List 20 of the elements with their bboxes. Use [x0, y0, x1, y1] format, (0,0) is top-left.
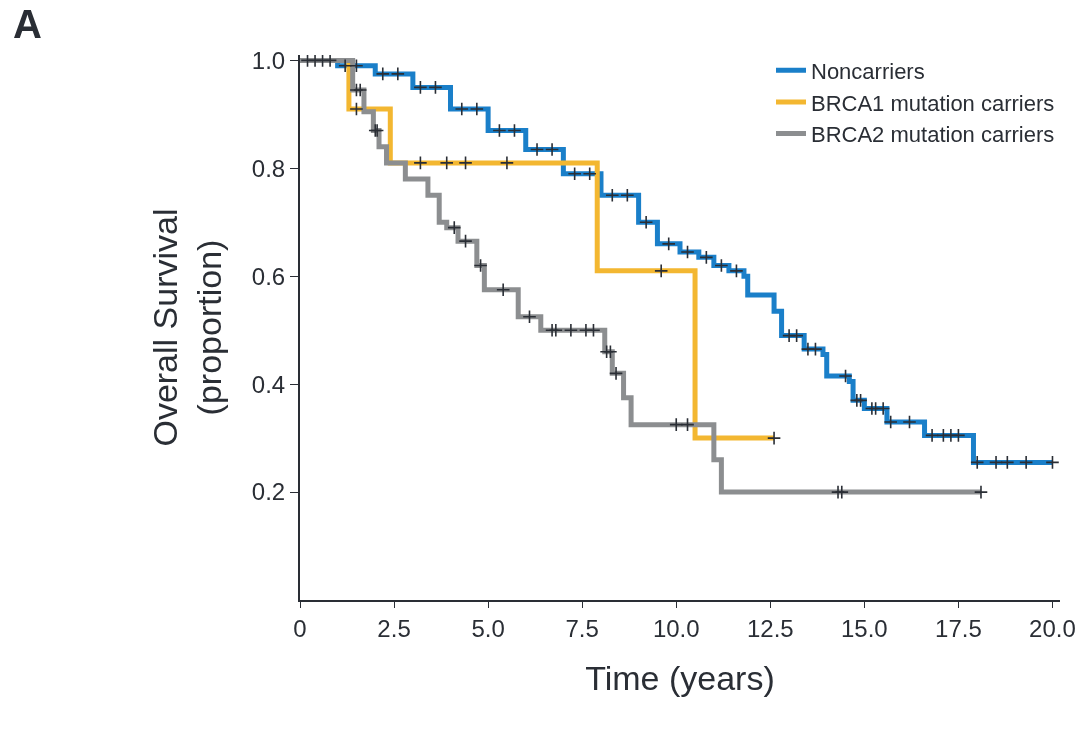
- x-tick-label: 10.0: [652, 614, 700, 642]
- y-axis-title: Overall Survival (proportion): [145, 208, 228, 447]
- x-tick-label: 2.5: [377, 614, 411, 642]
- legend-label: BRCA2 mutation carriers: [811, 122, 1055, 148]
- x-tick-label: 7.5: [565, 614, 599, 642]
- x-tick-label: 15.0: [841, 614, 888, 642]
- x-tick-label: 5.0: [471, 614, 505, 642]
- x-tick-label: 17.5: [935, 614, 982, 642]
- x-tick-label: 12.5: [746, 614, 794, 642]
- y-tick-label: 0.6: [251, 262, 286, 290]
- x-tick-label: 20.0: [1029, 614, 1076, 642]
- legend-label: BRCA1 mutation carriers: [811, 90, 1055, 116]
- y-tick-label: 0.2: [251, 478, 286, 506]
- text: A: [13, 2, 42, 46]
- legend-label: Noncarriers: [811, 58, 925, 84]
- x-axis-title: Time (years): [585, 658, 775, 697]
- y-tick-label: 0.4: [251, 370, 286, 398]
- x-tick-label: 0: [293, 614, 307, 642]
- y-tick-label: 1.0: [251, 46, 286, 74]
- y-tick-label: 0.8: [251, 154, 286, 182]
